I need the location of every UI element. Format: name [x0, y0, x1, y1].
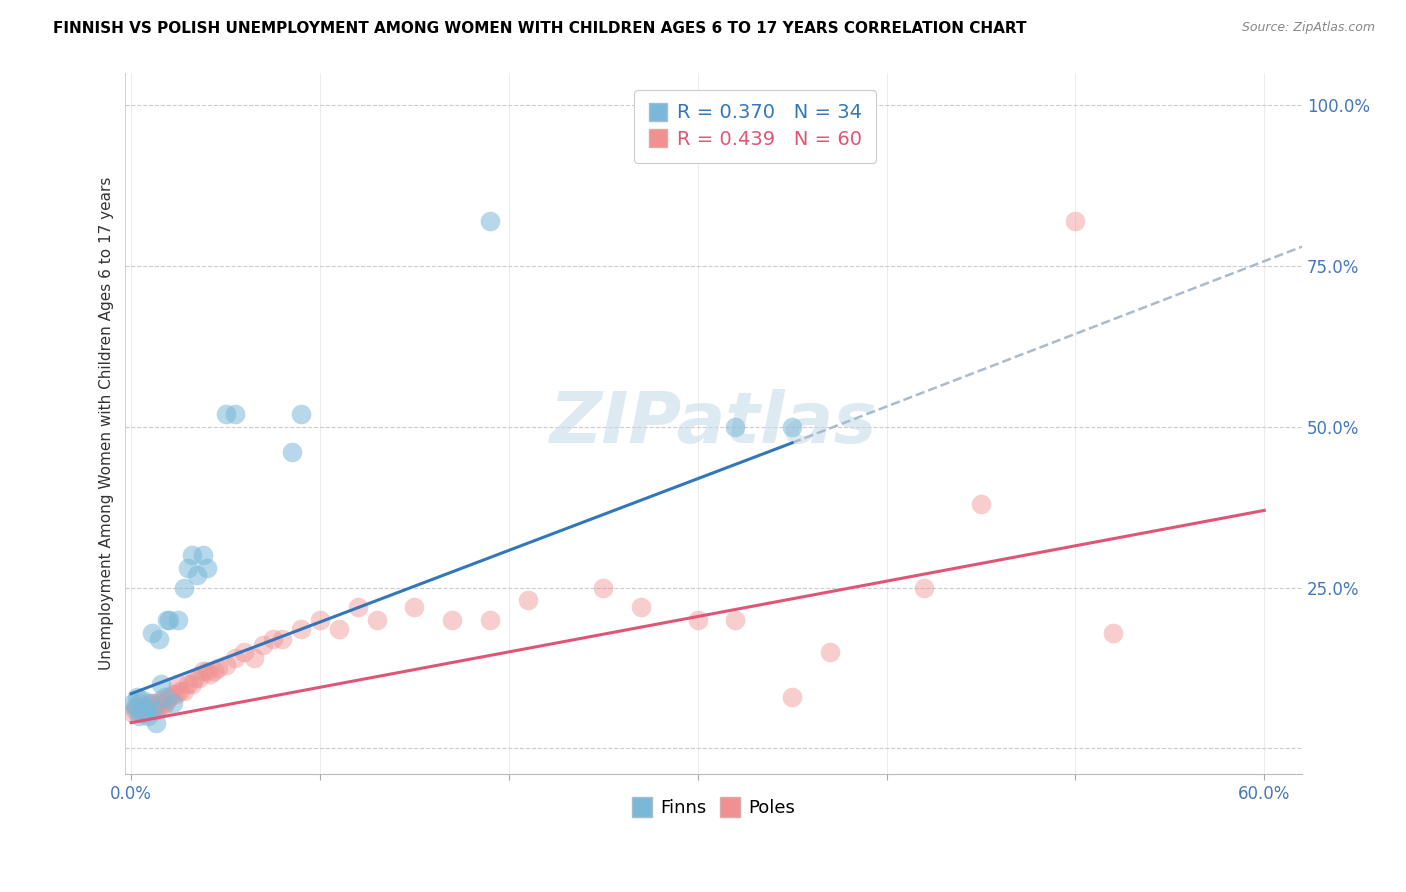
- Point: [346, 599, 368, 614]
- Y-axis label: Unemployment Among Women with Children Ages 6 to 17 years: Unemployment Among Women with Children A…: [100, 177, 114, 670]
- Point: [152, 699, 174, 714]
- Point: [124, 703, 146, 717]
- Point: [142, 703, 165, 717]
- Point: [157, 690, 180, 704]
- Point: [128, 709, 150, 723]
- Point: [214, 657, 236, 672]
- Point: [328, 623, 350, 637]
- Point: [970, 497, 993, 511]
- Point: [141, 699, 163, 714]
- Point: [252, 639, 274, 653]
- Point: [818, 98, 841, 112]
- Point: [233, 645, 256, 659]
- Point: [145, 703, 167, 717]
- Point: [724, 613, 747, 627]
- Point: [150, 677, 173, 691]
- Point: [162, 697, 184, 711]
- Point: [128, 697, 150, 711]
- Point: [188, 671, 211, 685]
- Point: [134, 703, 156, 717]
- Text: Source: ZipAtlas.com: Source: ZipAtlas.com: [1241, 21, 1375, 35]
- Point: [180, 677, 202, 691]
- Point: [271, 632, 294, 646]
- Point: [224, 651, 246, 665]
- Point: [224, 407, 246, 421]
- Point: [280, 445, 302, 459]
- Point: [309, 613, 332, 627]
- Point: [290, 623, 312, 637]
- Point: [139, 697, 162, 711]
- Point: [724, 419, 747, 434]
- Point: [186, 567, 208, 582]
- Point: [129, 706, 152, 720]
- Text: FINNISH VS POLISH UNEMPLOYMENT AMONG WOMEN WITH CHILDREN AGES 6 TO 17 YEARS CORR: FINNISH VS POLISH UNEMPLOYMENT AMONG WOM…: [53, 21, 1026, 37]
- Point: [156, 613, 179, 627]
- Point: [125, 690, 148, 704]
- Point: [162, 687, 184, 701]
- Point: [146, 697, 169, 711]
- Point: [153, 690, 176, 704]
- Point: [145, 715, 167, 730]
- Point: [148, 632, 170, 646]
- Point: [167, 677, 190, 691]
- Point: [243, 651, 266, 665]
- Point: [780, 419, 803, 434]
- Point: [191, 549, 214, 563]
- Point: [122, 697, 145, 711]
- Point: [207, 661, 229, 675]
- Point: [290, 407, 312, 421]
- Point: [125, 699, 148, 714]
- Point: [166, 687, 188, 701]
- Point: [124, 699, 146, 714]
- Point: [153, 697, 176, 711]
- Point: [167, 613, 190, 627]
- Point: [156, 693, 179, 707]
- Point: [142, 697, 165, 711]
- Point: [184, 671, 207, 685]
- Point: [122, 706, 145, 720]
- Point: [150, 693, 173, 707]
- Point: [135, 703, 157, 717]
- Point: [177, 561, 200, 575]
- Point: [262, 632, 284, 646]
- Point: [478, 613, 501, 627]
- Point: [139, 697, 162, 711]
- Point: [441, 613, 464, 627]
- Point: [134, 699, 156, 714]
- Point: [136, 709, 159, 723]
- Point: [214, 407, 236, 421]
- Point: [180, 549, 202, 563]
- Point: [141, 625, 163, 640]
- Point: [195, 561, 218, 575]
- Point: [173, 581, 195, 595]
- Point: [148, 699, 170, 714]
- Point: [157, 613, 180, 627]
- Point: [200, 667, 222, 681]
- Point: [630, 599, 652, 614]
- Point: [780, 690, 803, 704]
- Point: [173, 683, 195, 698]
- Point: [516, 593, 538, 607]
- Point: [1064, 214, 1087, 228]
- Point: [366, 613, 388, 627]
- Point: [129, 706, 152, 720]
- Point: [131, 693, 153, 707]
- Point: [592, 581, 614, 595]
- Point: [177, 677, 200, 691]
- Point: [195, 664, 218, 678]
- Point: [135, 706, 157, 720]
- Legend: Finns, Poles: Finns, Poles: [626, 792, 801, 825]
- Text: ZIPatlas: ZIPatlas: [550, 389, 877, 458]
- Point: [478, 214, 501, 228]
- Point: [818, 645, 841, 659]
- Point: [1102, 625, 1125, 640]
- Point: [136, 699, 159, 714]
- Point: [686, 613, 709, 627]
- Point: [912, 581, 935, 595]
- Point: [131, 703, 153, 717]
- Point: [202, 664, 225, 678]
- Point: [404, 599, 426, 614]
- Point: [191, 664, 214, 678]
- Point: [169, 683, 191, 698]
